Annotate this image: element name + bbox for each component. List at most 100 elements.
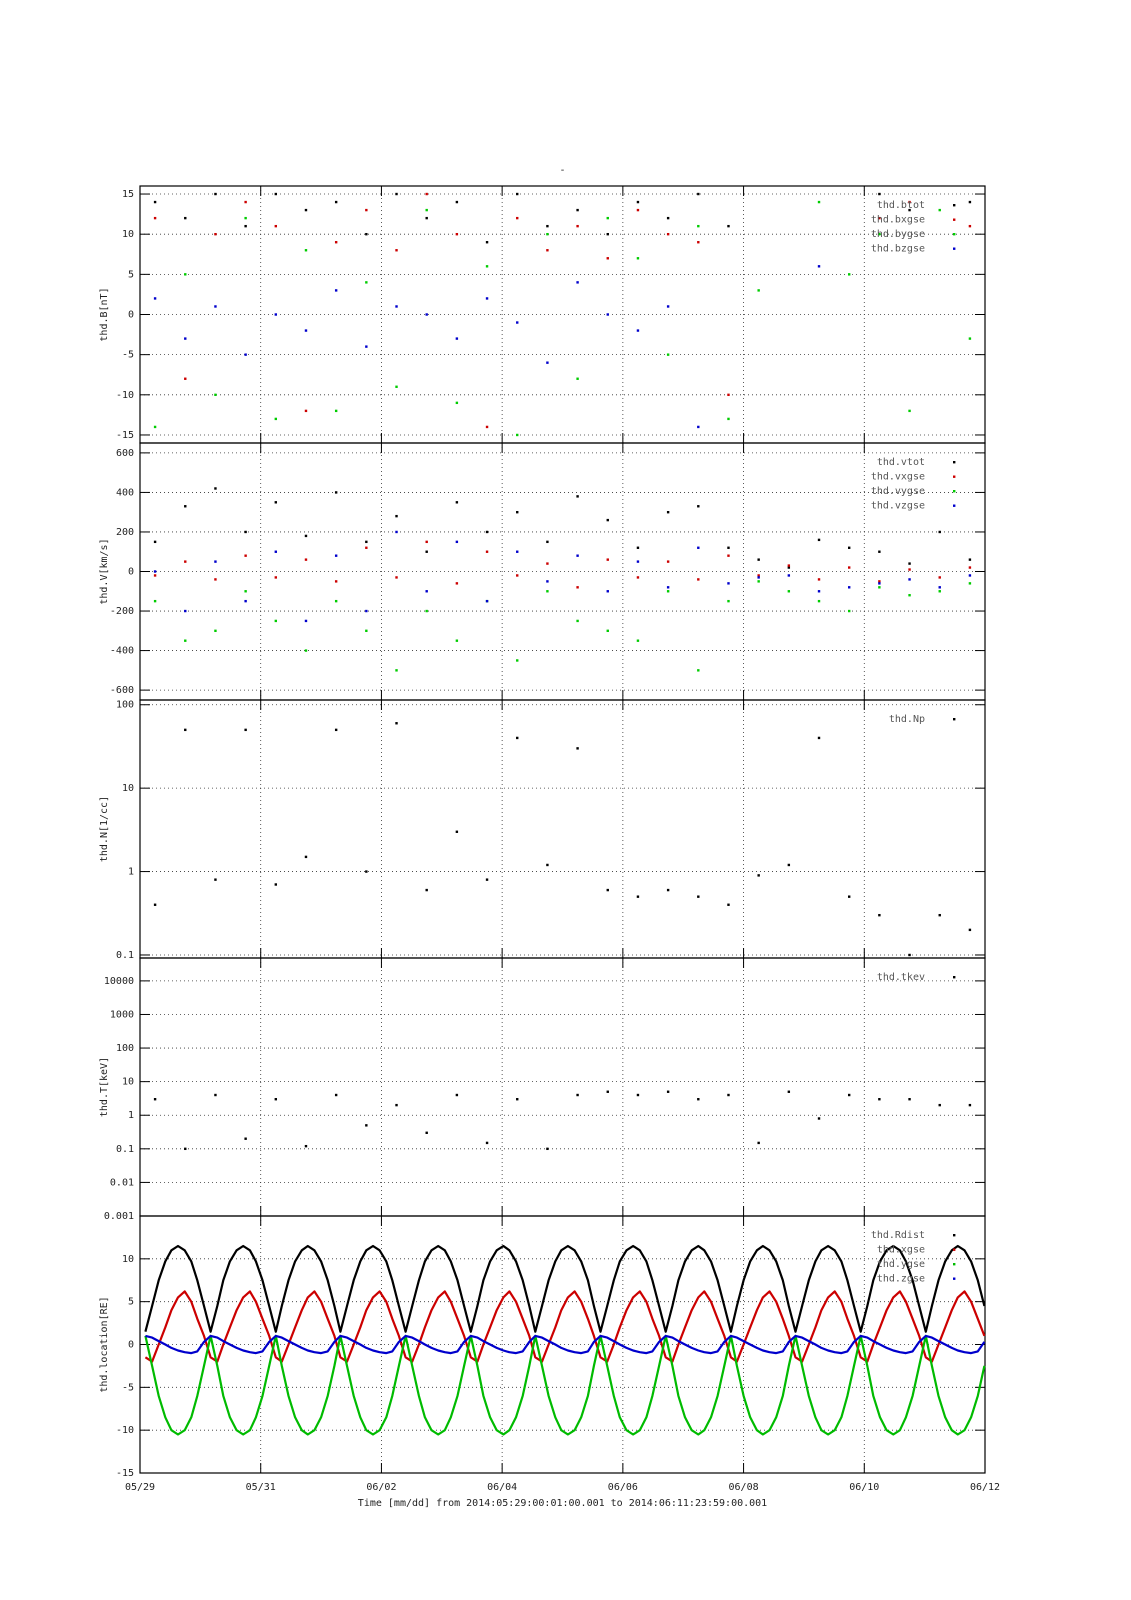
data-point	[727, 554, 730, 557]
data-point	[847, 566, 851, 569]
data-point	[304, 208, 308, 212]
data-point	[697, 192, 700, 196]
legend-label: thd.bxgse	[871, 215, 925, 226]
data-point	[455, 232, 459, 236]
data-point	[546, 224, 549, 228]
data-point	[636, 576, 640, 579]
y-axis-label: thd.V[km/s]	[99, 538, 110, 604]
data-point	[727, 224, 730, 228]
data-point	[425, 590, 428, 593]
legend-swatch	[953, 490, 956, 493]
data-point	[395, 669, 398, 672]
data-point	[908, 1098, 911, 1101]
data-point	[244, 599, 247, 603]
legend-label: thd.vtot	[877, 457, 925, 468]
chart-title: -	[559, 165, 565, 176]
data-point	[938, 530, 941, 534]
data-point	[878, 550, 881, 553]
x-tick-label: 06/06	[608, 1482, 638, 1493]
y-tick-label: 5	[128, 1297, 134, 1308]
data-point	[636, 329, 640, 332]
data-point	[878, 582, 881, 585]
data-point	[214, 629, 217, 633]
data-point	[485, 530, 489, 534]
legend-swatch	[953, 1263, 956, 1266]
data-point	[304, 558, 308, 561]
data-point	[334, 554, 338, 557]
data-point	[938, 1103, 941, 1107]
data-point	[365, 208, 368, 212]
data-point	[847, 273, 851, 276]
y-axis-label: thd.B[nT]	[99, 287, 110, 341]
x-tick-label: 05/29	[125, 1482, 155, 1493]
data-point	[244, 216, 247, 220]
data-point	[938, 590, 941, 593]
data-point	[817, 578, 821, 581]
data-point	[606, 232, 609, 236]
data-point	[697, 1098, 700, 1101]
plot-frame	[139, 1215, 986, 1474]
data-point	[636, 560, 640, 563]
data-point	[787, 564, 791, 567]
data-point	[576, 224, 579, 228]
data-point	[516, 433, 519, 437]
data-point	[817, 538, 821, 542]
legend-swatch	[953, 218, 956, 221]
data-point	[546, 562, 549, 565]
data-point	[304, 534, 308, 538]
y-tick-label: 0.001	[104, 1211, 134, 1222]
y-axis-label: thd.N[1/cc]	[99, 796, 110, 862]
data-point	[968, 200, 972, 204]
data-point	[576, 208, 579, 212]
y-tick-label: 0.1	[116, 1144, 134, 1155]
data-point	[697, 578, 700, 581]
data-point	[455, 200, 459, 204]
y-tick-label: 10	[122, 1254, 134, 1265]
data-point	[908, 409, 911, 413]
data-point	[817, 736, 821, 740]
data-point	[666, 305, 670, 308]
data-point	[516, 550, 519, 553]
legend-label: thd.ygse	[877, 1259, 925, 1270]
legend-label: thd.xgse	[877, 1245, 925, 1256]
data-point	[153, 425, 157, 429]
data-point	[606, 1090, 609, 1093]
data-point	[968, 582, 972, 585]
data-point	[304, 409, 308, 413]
legend-label: thd.tkev	[877, 972, 925, 983]
data-point	[395, 192, 398, 196]
legend-swatch	[953, 976, 956, 979]
x-tick-label: 06/02	[366, 1482, 396, 1493]
data-point	[908, 562, 911, 565]
data-point	[274, 192, 278, 196]
data-point	[968, 928, 972, 932]
y-tick-label: 0.1	[116, 950, 134, 961]
data-point	[425, 192, 428, 196]
data-point	[455, 582, 459, 585]
data-point	[636, 1093, 640, 1097]
data-point	[666, 590, 670, 593]
plot-frame	[139, 957, 986, 1217]
data-line	[145, 1334, 986, 1355]
y-tick-label: -5	[122, 350, 134, 361]
data-point	[455, 830, 459, 833]
data-point	[727, 393, 730, 397]
y-tick-label: -10	[116, 390, 134, 401]
data-point	[546, 863, 549, 867]
data-point	[908, 208, 911, 212]
y-tick-label: -15	[116, 1468, 134, 1479]
y-tick-label: 10000	[104, 976, 134, 987]
data-point	[757, 580, 760, 583]
data-point	[697, 241, 700, 244]
data-point	[516, 192, 519, 196]
data-point	[395, 249, 398, 252]
data-point	[274, 417, 278, 421]
data-point	[274, 619, 278, 623]
y-tick-label: 100	[116, 1043, 134, 1054]
data-point	[576, 281, 579, 284]
data-point	[757, 574, 760, 577]
data-point	[576, 554, 579, 557]
data-point	[455, 401, 459, 405]
data-point	[455, 639, 459, 642]
data-point	[153, 200, 157, 204]
